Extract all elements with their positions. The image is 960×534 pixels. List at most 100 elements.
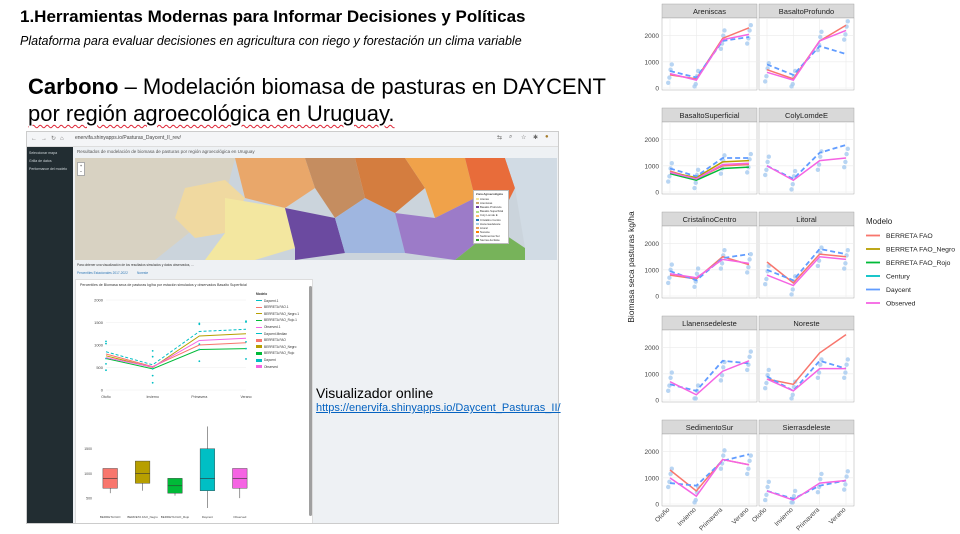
map-legend-label: Noreste xyxy=(480,229,490,234)
map-legend-label: Sedimentos Sur xyxy=(480,233,500,238)
star-icon[interactable]: ☆ xyxy=(521,135,527,141)
facet-panel xyxy=(758,433,855,507)
mini-point xyxy=(105,342,107,345)
facet-point xyxy=(763,282,768,287)
facet-panel xyxy=(758,225,855,299)
tab-noreste[interactable]: Noreste xyxy=(137,271,149,275)
map-zoom-controls[interactable]: + − xyxy=(77,162,85,176)
facet-strip-label: CristalinoCentro xyxy=(683,215,737,224)
mini-series-line xyxy=(105,333,247,369)
map-legend-item: Litoral xyxy=(476,226,488,230)
mini-box-ytick: 1500 xyxy=(84,447,92,451)
zoom-icon[interactable]: ⌕ xyxy=(509,134,513,140)
facet-point xyxy=(842,37,847,42)
translate-icon[interactable]: ⇆ xyxy=(497,135,503,141)
mini-ytick: 0 xyxy=(101,388,104,393)
mini-legend-item[interactable]: BERRETA FAO_Rojo.1 xyxy=(256,318,299,322)
mini-legend-item[interactable]: Daycent.1 xyxy=(256,299,299,303)
url-text[interactable]: enervifa.shinyapps.io/Pasturas_Daycent_I… xyxy=(75,135,181,141)
facet-point xyxy=(748,151,753,157)
facet-point xyxy=(763,79,768,84)
mini-xtick: Invierno xyxy=(146,395,159,399)
visualizer-link[interactable]: https://enervifa.shinyapps.io/Daycent_Pa… xyxy=(316,402,561,414)
extensions-icon[interactable]: ✱ xyxy=(533,135,539,141)
facet-strip-label: SedimentoSur xyxy=(686,423,734,432)
map-legend-item: Areniscas xyxy=(476,201,492,205)
visualizer-label: Visualizador online xyxy=(316,385,434,401)
facet-point xyxy=(766,367,771,373)
mini-legend-item[interactable]: BERRETA FAO_Rojo xyxy=(256,351,299,355)
map-legend-label: Areniscas xyxy=(480,201,493,206)
facet-point xyxy=(669,370,674,375)
facet-point xyxy=(722,448,727,453)
legend-swatch xyxy=(476,226,479,229)
facet-ytick: 1000 xyxy=(645,267,660,274)
mini-legend-swatch xyxy=(256,320,262,322)
facet-point xyxy=(748,251,753,257)
legend-swatch xyxy=(476,239,479,242)
mini-point xyxy=(151,355,154,358)
results-panel: Percentiles de Biomasa seca de pasturas … xyxy=(75,279,313,523)
facet-point xyxy=(666,280,671,286)
facet-point xyxy=(764,74,769,79)
profile-avatar-icon[interactable]: ● xyxy=(545,134,549,140)
mini-legend-item[interactable]: Observed xyxy=(256,365,299,369)
facet-series-line xyxy=(669,162,750,180)
mini-legend-label: Observed.1 xyxy=(264,324,281,329)
heading-line-1: – Modelación biomasa de pasturas en DAYC… xyxy=(118,74,606,99)
legend-swatch xyxy=(476,231,479,234)
facet-point xyxy=(722,153,727,158)
facet-point xyxy=(763,386,768,391)
map-legend-item: Cristalino Centro xyxy=(476,218,501,222)
facet-point xyxy=(815,490,821,495)
panel-scrollbar[interactable] xyxy=(309,286,312,516)
facet-series-line xyxy=(766,479,847,501)
map-legend-label: Sierras del Este xyxy=(480,238,500,242)
mini-legend-item[interactable]: BERRETA FAO_Negro xyxy=(256,345,299,349)
facet-ytick: 0 xyxy=(655,398,659,405)
facet-point xyxy=(745,270,750,275)
facet-point xyxy=(721,365,726,370)
mini-legend-swatch xyxy=(256,306,262,308)
facet-series-line xyxy=(669,360,750,396)
sidebar-item-grilla[interactable]: Grilla de datos xyxy=(29,159,52,163)
mini-legend-item[interactable]: BERRETA FAO.1 xyxy=(256,305,299,309)
facet-point xyxy=(666,388,671,394)
facet-legend-label: BERRETA FAO_Negro xyxy=(886,247,955,254)
address-bar[interactable]: ←→↻⌂ enervifa.shinyapps.io/Pasturas_Dayc… xyxy=(27,132,558,147)
facet-point xyxy=(667,75,672,80)
facet-point xyxy=(766,479,771,484)
facet-point xyxy=(746,265,751,270)
sidebar-item-seleccionar-mapa[interactable]: Seleccionar mapa xyxy=(29,151,58,155)
facet-point xyxy=(747,257,752,262)
facet-series-line xyxy=(766,144,847,181)
sidebar-item-performance[interactable]: Performance del modelo xyxy=(29,167,68,171)
facet-point xyxy=(745,471,750,477)
facet-ytick: 1000 xyxy=(645,475,660,482)
tab-percentiles[interactable]: Percentiles Estacionales 2017-2022 xyxy=(77,271,128,275)
mini-legend-item[interactable]: BERRETA FAO_Negro.1 xyxy=(256,312,299,316)
facet-ylabel: Biomasa seca pasturas kg/ha xyxy=(626,211,636,323)
facet-legend-label: BERRETA FAO_Rojo xyxy=(886,260,951,267)
mini-point xyxy=(151,367,154,370)
map-legend-item: Llanensedeleste xyxy=(476,222,500,226)
facet-ytick: 2000 xyxy=(645,345,660,352)
facet-point xyxy=(694,271,700,276)
mini-legend-item[interactable]: Daycent xyxy=(256,358,299,362)
mini-point xyxy=(198,360,201,363)
nav-arrows-icon[interactable]: ←→↻⌂ xyxy=(31,136,68,142)
facet-panel xyxy=(661,17,758,91)
facet-point xyxy=(668,375,673,380)
facet-legend-label: Observed xyxy=(886,301,916,308)
legend-swatch xyxy=(476,235,479,238)
legend-swatch xyxy=(476,206,479,209)
mini-legend-item[interactable]: Daycent.Median xyxy=(256,332,299,336)
facet-point xyxy=(815,263,821,269)
mini-legend-item[interactable]: BERRETA FAO xyxy=(256,338,299,342)
facet-point xyxy=(722,248,727,253)
facet-series-line xyxy=(766,157,847,182)
mini-legend-item[interactable]: Observed.1 xyxy=(256,325,299,329)
facet-point xyxy=(721,453,726,458)
facet-point xyxy=(845,357,850,362)
facet-ytick: 1000 xyxy=(645,371,660,378)
